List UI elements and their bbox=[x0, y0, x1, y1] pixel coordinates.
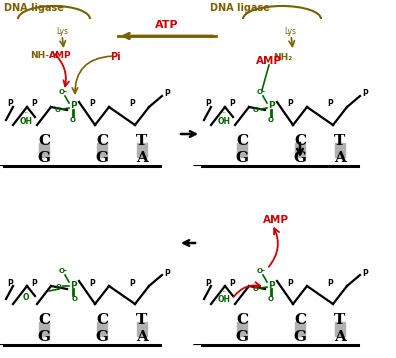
Text: A: A bbox=[334, 151, 346, 165]
Text: T: T bbox=[136, 134, 148, 148]
Text: C: C bbox=[96, 313, 108, 327]
Text: P: P bbox=[7, 100, 13, 108]
Text: T: T bbox=[136, 313, 148, 327]
Text: −: − bbox=[0, 339, 4, 352]
Bar bbox=[237, 143, 247, 157]
Text: −: − bbox=[192, 339, 202, 352]
Text: Lys: Lys bbox=[284, 27, 296, 36]
Text: P: P bbox=[287, 100, 293, 108]
Bar bbox=[295, 143, 305, 157]
Text: AMP: AMP bbox=[256, 56, 282, 66]
Text: C: C bbox=[236, 134, 248, 148]
Text: T: T bbox=[334, 134, 346, 148]
Bar bbox=[335, 322, 345, 336]
Bar bbox=[137, 322, 147, 336]
Text: P: P bbox=[287, 279, 293, 287]
Text: P: P bbox=[89, 279, 95, 287]
Bar bbox=[237, 322, 247, 336]
Text: P: P bbox=[164, 90, 170, 98]
Text: P: P bbox=[164, 268, 170, 277]
Text: P: P bbox=[229, 279, 235, 287]
Bar bbox=[39, 143, 49, 157]
Text: AMP: AMP bbox=[263, 215, 289, 225]
Bar bbox=[137, 143, 147, 157]
Text: OH: OH bbox=[19, 116, 32, 126]
Text: P: P bbox=[327, 279, 333, 287]
Text: P: P bbox=[129, 100, 135, 108]
Bar bbox=[97, 322, 107, 336]
Text: P: P bbox=[31, 279, 37, 287]
Text: O-: O- bbox=[253, 286, 261, 292]
Text: P: P bbox=[70, 102, 76, 111]
Text: C: C bbox=[38, 134, 50, 148]
Text: Pi: Pi bbox=[110, 52, 121, 62]
Text: G: G bbox=[293, 330, 307, 344]
Text: O-: O- bbox=[253, 107, 261, 113]
Text: O-: O- bbox=[257, 89, 265, 95]
Text: O-: O- bbox=[55, 107, 63, 113]
Bar bbox=[97, 143, 107, 157]
Text: G: G bbox=[236, 330, 249, 344]
Text: G: G bbox=[293, 151, 307, 165]
Text: NH-: NH- bbox=[30, 50, 49, 59]
Text: O: O bbox=[72, 296, 78, 302]
Text: ATP: ATP bbox=[155, 20, 179, 30]
Text: Lys: Lys bbox=[56, 27, 68, 36]
Text: P: P bbox=[7, 279, 13, 287]
Text: G: G bbox=[95, 151, 109, 165]
Text: P: P bbox=[205, 279, 211, 287]
Text: DNA ligase: DNA ligase bbox=[4, 3, 64, 13]
Text: O-: O- bbox=[59, 89, 67, 95]
Text: OH: OH bbox=[217, 116, 230, 126]
Text: DNA ligase: DNA ligase bbox=[210, 3, 270, 13]
Text: A: A bbox=[334, 330, 346, 344]
Text: −: − bbox=[0, 160, 4, 173]
Bar bbox=[39, 322, 49, 336]
Bar bbox=[295, 322, 305, 336]
Text: −: − bbox=[192, 160, 202, 173]
Text: ··: ·· bbox=[23, 110, 29, 118]
Text: A: A bbox=[136, 151, 148, 165]
Text: C: C bbox=[236, 313, 248, 327]
Text: T: T bbox=[334, 313, 346, 327]
Text: O: O bbox=[23, 294, 29, 303]
Text: O: O bbox=[70, 117, 76, 123]
Text: P: P bbox=[129, 279, 135, 287]
Text: A: A bbox=[136, 330, 148, 344]
Text: O: O bbox=[268, 296, 274, 302]
Text: P: P bbox=[362, 268, 368, 277]
Text: P: P bbox=[229, 100, 235, 108]
Text: P: P bbox=[205, 100, 211, 108]
Text: O-: O- bbox=[257, 268, 265, 274]
Text: ··: ·· bbox=[221, 110, 227, 118]
Text: P: P bbox=[268, 102, 274, 111]
Text: AMP: AMP bbox=[49, 50, 72, 59]
Text: G: G bbox=[38, 151, 51, 165]
Bar bbox=[335, 143, 345, 157]
Text: O-: O- bbox=[59, 268, 67, 274]
Text: OH: OH bbox=[217, 295, 230, 305]
Text: G: G bbox=[236, 151, 249, 165]
Text: C: C bbox=[96, 134, 108, 148]
Text: P: P bbox=[362, 90, 368, 98]
Text: ··: ·· bbox=[221, 289, 227, 297]
Text: G: G bbox=[95, 330, 109, 344]
Text: P: P bbox=[31, 100, 37, 108]
Text: P: P bbox=[268, 281, 274, 290]
Text: O: O bbox=[268, 117, 274, 123]
Text: P: P bbox=[327, 100, 333, 108]
Text: P: P bbox=[70, 281, 76, 290]
Text: O: O bbox=[56, 284, 62, 290]
Text: P: P bbox=[89, 100, 95, 108]
Text: C: C bbox=[294, 134, 306, 148]
Text: C: C bbox=[294, 313, 306, 327]
Text: NH₂: NH₂ bbox=[273, 53, 293, 62]
Text: G: G bbox=[38, 330, 51, 344]
Text: C: C bbox=[38, 313, 50, 327]
